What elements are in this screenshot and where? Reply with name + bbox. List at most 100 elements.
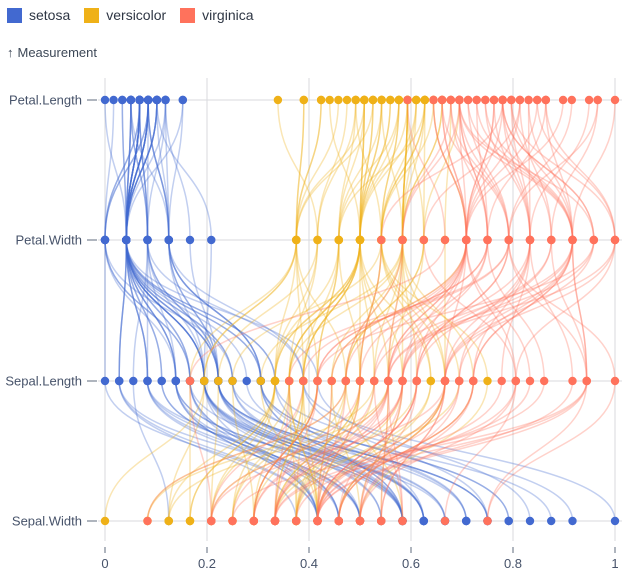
flower-curve-setosa xyxy=(146,99,489,522)
flower-curve-setosa xyxy=(104,99,552,522)
data-point-virginica xyxy=(384,376,393,386)
data-point-virginica xyxy=(511,376,520,386)
up-arrow-icon: ↑ xyxy=(7,45,14,60)
flower-curve-setosa xyxy=(147,99,467,522)
flower-curve-setosa xyxy=(104,99,446,522)
flower-curve-setosa xyxy=(156,99,425,522)
data-point-setosa xyxy=(462,516,471,526)
data-point-setosa xyxy=(109,95,118,105)
data-point-virginica xyxy=(285,376,294,386)
flower-curve-virginica xyxy=(210,99,510,522)
data-point-virginica xyxy=(547,235,556,245)
flower-curve-versicolor xyxy=(288,99,374,522)
data-point-virginica xyxy=(429,95,438,105)
data-point-virginica xyxy=(440,235,450,245)
data-point-virginica xyxy=(610,376,620,386)
flower-curve-setosa xyxy=(130,99,510,522)
data-point-virginica xyxy=(377,516,386,526)
gridlines xyxy=(104,78,616,541)
data-point-setosa xyxy=(242,376,251,386)
data-point-virginica xyxy=(398,235,407,245)
flower-curve-setosa xyxy=(125,99,467,522)
flower-curve-virginica xyxy=(295,99,504,522)
flower-curve-setosa xyxy=(138,99,425,522)
data-point-versicolor xyxy=(164,516,173,526)
flower-curve-virginica xyxy=(338,99,574,522)
data-point-virginica xyxy=(497,376,506,386)
flower-curve-virginica xyxy=(359,99,574,522)
data-point-versicolor xyxy=(325,95,334,105)
flower-curve-virginica xyxy=(444,99,616,522)
flower-curve-virginica xyxy=(316,99,521,522)
legend-item-versicolor: versicolor xyxy=(84,8,166,23)
flower-curve-virginica xyxy=(231,99,616,522)
flower-curve-virginica xyxy=(316,99,510,522)
legend-item-virginica: virginica xyxy=(180,7,254,23)
data-point-versicolor xyxy=(313,235,322,245)
row-label: Petal.Width xyxy=(16,233,82,248)
flower-curve-setosa xyxy=(104,99,319,522)
data-point-virginica xyxy=(419,235,428,245)
flower-curve-versicolor xyxy=(288,99,361,522)
flower-curve-versicolor xyxy=(316,99,452,522)
flower-curve-setosa xyxy=(125,99,340,522)
data-point-versicolor xyxy=(334,95,343,105)
flower-curve-setosa xyxy=(125,99,425,522)
flower-curve-virginica xyxy=(387,99,595,522)
data-point-versicolor xyxy=(185,516,195,526)
data-point-virginica xyxy=(533,95,542,105)
data-point-versicolor xyxy=(200,376,209,386)
legend-label-virginica: virginica xyxy=(202,7,254,23)
legend-swatch-versicolor xyxy=(84,8,100,23)
flower-curve-versicolor xyxy=(189,99,348,522)
flower-curve-virginica xyxy=(274,99,547,522)
data-point-setosa xyxy=(152,95,162,105)
y-axis-title-label: Measurement xyxy=(17,45,97,60)
flower-curve-virginica xyxy=(359,99,538,522)
data-point-versicolor xyxy=(377,95,386,105)
data-point-virginica xyxy=(327,376,336,386)
flower-curve-virginica xyxy=(316,99,468,522)
data-point-virginica xyxy=(472,95,481,105)
legend-label-versicolor: versicolor xyxy=(106,7,167,23)
flower-curve-setosa xyxy=(125,99,404,522)
flower-curve-versicolor xyxy=(295,99,383,522)
flower-curve-versicolor xyxy=(210,99,366,522)
flower-curve-virginica xyxy=(338,99,595,522)
data-point-virginica xyxy=(455,376,464,386)
x-tick-label: 0.8 xyxy=(504,556,522,571)
data-point-virginica xyxy=(462,235,471,245)
flower-curve-versicolor xyxy=(295,99,426,522)
legend-item-setosa: setosa xyxy=(7,8,70,23)
data-point-setosa xyxy=(171,376,180,386)
data-point-virginica xyxy=(593,95,602,105)
flower-curve-virginica xyxy=(316,99,588,522)
flower-curve-setosa xyxy=(104,99,446,522)
flower-curve-versicolor xyxy=(274,99,460,522)
flower-curve-setosa xyxy=(164,99,510,522)
data-point-versicolor xyxy=(426,376,435,386)
flower-curve-setosa xyxy=(130,99,425,522)
flower-curve-versicolor xyxy=(288,99,409,522)
data-point-virginica xyxy=(483,516,492,526)
data-point-virginica xyxy=(481,95,490,105)
data-point-setosa xyxy=(122,235,131,245)
flower-curve-versicolor xyxy=(189,99,305,521)
data-point-virginica xyxy=(558,95,568,105)
y-axis-title: ↑ Measurement xyxy=(7,45,97,60)
flower-curve-versicolor xyxy=(253,99,461,522)
data-point-setosa xyxy=(143,235,152,245)
flower-curve-virginica xyxy=(316,99,574,522)
data-point-virginica xyxy=(292,516,301,526)
flower-curve-versicolor xyxy=(146,99,409,522)
data-point-setosa xyxy=(157,376,166,386)
data-point-setosa xyxy=(525,516,535,526)
flower-curves xyxy=(104,99,616,522)
row-label: Sepal.Width xyxy=(12,514,82,529)
flower-curve-setosa xyxy=(125,99,340,522)
flower-curve-virginica xyxy=(486,99,599,522)
flower-curve-versicolor xyxy=(330,99,468,522)
data-point-virginica xyxy=(412,376,421,386)
flower-curve-versicolor xyxy=(167,99,366,522)
